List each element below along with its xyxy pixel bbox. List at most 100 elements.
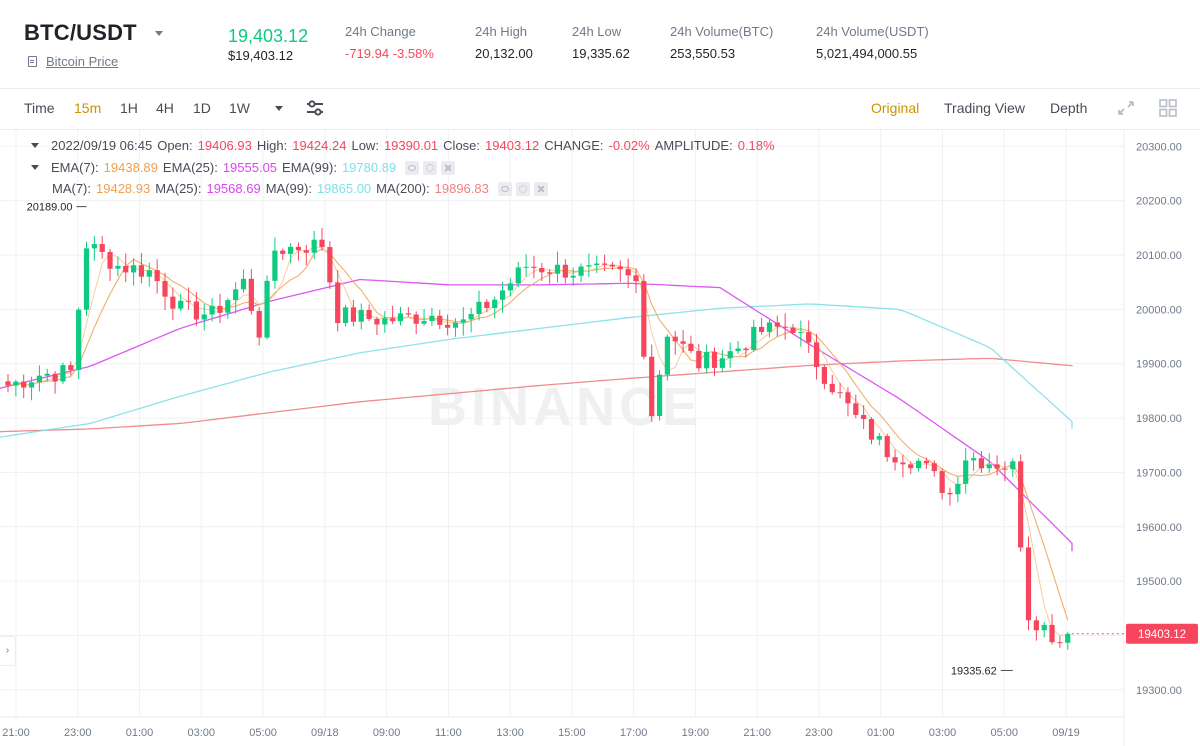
ema-visibility-eye-icon[interactable] [405, 160, 420, 175]
candle[interactable] [390, 305, 396, 325]
candle[interactable] [445, 314, 451, 336]
candle[interactable] [233, 282, 239, 314]
candle[interactable] [413, 311, 419, 335]
candle[interactable] [892, 449, 898, 471]
candle[interactable] [178, 293, 184, 312]
candle[interactable] [1065, 632, 1071, 650]
candle[interactable] [570, 267, 576, 287]
candle[interactable] [884, 433, 890, 462]
candle[interactable] [955, 476, 961, 503]
candle[interactable] [217, 293, 223, 323]
candle[interactable] [1010, 458, 1016, 477]
candle[interactable] [908, 461, 914, 475]
candle[interactable] [460, 307, 466, 336]
candle[interactable] [861, 405, 867, 430]
candlestick-chart[interactable]: BINANCE 19300.0019400.0019500.0019600.00… [0, 129, 1200, 746]
candle[interactable] [680, 329, 686, 353]
candle[interactable] [939, 468, 945, 500]
candle[interactable] [1025, 536, 1032, 631]
candle[interactable] [170, 287, 176, 321]
candle[interactable] [641, 274, 647, 360]
candle[interactable] [327, 241, 333, 290]
legend-collapse-icon[interactable] [31, 143, 39, 148]
candle[interactable] [829, 374, 835, 395]
candle[interactable] [711, 347, 718, 376]
candle[interactable] [193, 292, 199, 326]
candle[interactable] [664, 334, 670, 381]
candle[interactable] [609, 262, 616, 270]
candle[interactable] [342, 304, 349, 327]
fullscreen-icon[interactable] [1116, 99, 1136, 117]
candle[interactable] [923, 457, 930, 469]
timeframe-more-caret-icon[interactable] [275, 106, 283, 111]
candle[interactable] [492, 296, 498, 319]
candle[interactable] [876, 432, 882, 446]
candle[interactable] [672, 330, 678, 355]
candle[interactable] [790, 324, 796, 335]
candle[interactable] [76, 307, 82, 379]
candle[interactable] [36, 365, 42, 392]
candle[interactable] [44, 368, 50, 382]
candle[interactable] [774, 315, 780, 337]
timeframe-1h[interactable]: 1H [120, 100, 138, 116]
candle[interactable] [21, 374, 27, 399]
candle[interactable] [138, 253, 145, 284]
candle[interactable] [131, 258, 137, 286]
timeframe-time[interactable]: Time [24, 100, 55, 116]
candle[interactable] [382, 311, 388, 333]
chart-canvas[interactable]: BINANCE 19300.0019400.0019500.0019600.00… [0, 130, 1200, 746]
candle[interactable] [719, 349, 725, 373]
candle[interactable] [994, 455, 1000, 476]
candle[interactable] [751, 319, 757, 352]
candle[interactable] [782, 313, 788, 340]
candle[interactable] [947, 487, 953, 506]
candle[interactable] [602, 254, 608, 271]
ma-settings-gear-icon[interactable] [515, 181, 530, 196]
candle[interactable] [397, 306, 404, 326]
candle[interactable] [970, 452, 977, 471]
candle[interactable] [633, 268, 639, 294]
candle[interactable] [978, 450, 984, 473]
candle[interactable] [374, 316, 380, 335]
candle[interactable] [162, 272, 168, 311]
candle[interactable] [13, 379, 19, 397]
indicator-settings-icon[interactable] [305, 99, 325, 117]
candle[interactable] [649, 344, 655, 422]
candle[interactable] [916, 458, 922, 472]
layout-grid-icon[interactable] [1158, 99, 1178, 117]
candle[interactable] [704, 344, 710, 374]
ema-settings-gear-icon[interactable] [423, 160, 438, 175]
candle[interactable] [5, 373, 11, 393]
candle[interactable] [264, 275, 270, 340]
candle[interactable] [963, 448, 969, 494]
candle[interactable] [91, 235, 97, 261]
candle[interactable] [429, 307, 435, 327]
candle[interactable] [900, 454, 906, 478]
candle[interactable] [115, 256, 121, 277]
candle[interactable] [303, 244, 309, 266]
candle[interactable] [1041, 622, 1047, 638]
candle[interactable] [484, 299, 490, 313]
candle[interactable] [350, 299, 356, 327]
candle[interactable] [272, 237, 278, 289]
candle[interactable] [688, 335, 694, 354]
candle[interactable] [107, 248, 113, 282]
candle[interactable] [656, 370, 663, 421]
candle[interactable] [405, 307, 411, 317]
candle[interactable] [28, 376, 35, 401]
candle[interactable] [499, 281, 506, 313]
ema-collapse-icon[interactable] [31, 165, 39, 170]
candle[interactable] [311, 230, 317, 260]
view-original[interactable]: Original [871, 100, 920, 116]
coin-info-label[interactable]: Bitcoin Price [46, 54, 119, 69]
view-trading-view[interactable]: Trading View [944, 100, 1025, 116]
side-panel-handle-icon[interactable]: › [0, 636, 16, 666]
candle[interactable] [123, 253, 129, 283]
candle[interactable] [437, 310, 443, 330]
timeframe-1d[interactable]: 1D [193, 100, 211, 116]
candle[interactable] [986, 453, 992, 473]
candle[interactable] [288, 243, 294, 264]
candle[interactable] [154, 259, 160, 294]
candle[interactable] [256, 306, 262, 346]
candle[interactable] [868, 417, 875, 445]
